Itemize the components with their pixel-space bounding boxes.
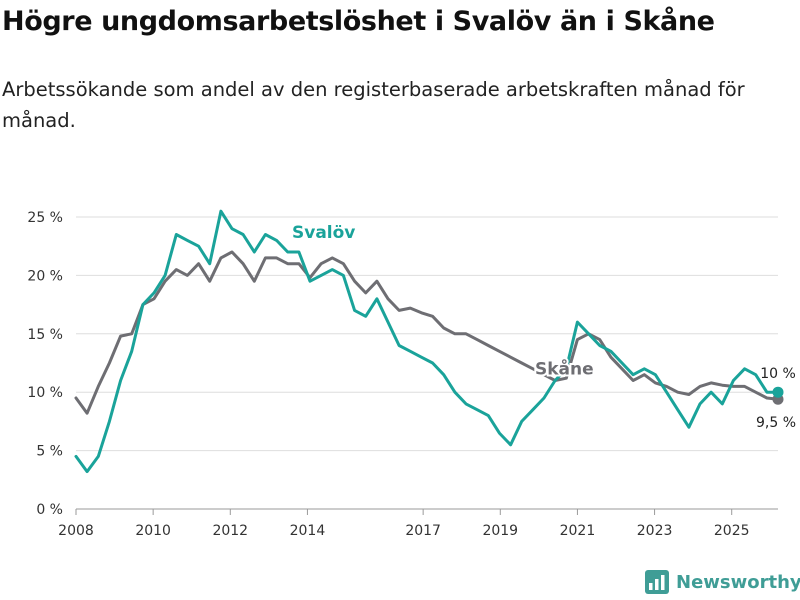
x-tick-label: 2025 (714, 523, 750, 539)
series-label-svalöv: Svalöv (292, 223, 355, 243)
series-label-skåne: Skåne (535, 358, 594, 380)
x-tick-label: 2021 (560, 523, 596, 539)
bar-chart-icon (645, 570, 669, 594)
series-line-skåne (74, 250, 780, 415)
x-tick-label: 2012 (212, 523, 248, 539)
end-label-skane: 9,5 % (756, 415, 796, 431)
y-tick-label: 0 % (36, 502, 63, 518)
brand-name: Newsworthy (676, 571, 800, 593)
chart-title: Högre ungdomsarbetslöshet i Svalöv än i … (2, 6, 715, 37)
y-tick-label: 20 % (27, 268, 63, 284)
x-tick-label: 2017 (405, 523, 441, 539)
end-label-svalov: 10 % (760, 366, 796, 382)
x-tick-label: 2010 (135, 523, 171, 539)
chart-subtitle: Arbetssökande som andel av den registerb… (2, 78, 745, 132)
x-tick-label: 2008 (58, 523, 94, 539)
brand-logo: Newsworthy (645, 570, 800, 594)
series-line-svalöv (74, 209, 780, 474)
y-tick-label: 25 % (27, 210, 63, 226)
y-tick-label: 10 % (27, 385, 63, 401)
y-tick-label: 15 % (27, 327, 63, 343)
y-tick-label: 5 % (36, 444, 63, 460)
x-tick-label: 2019 (482, 523, 518, 539)
x-tick-label: 2023 (637, 523, 673, 539)
x-tick-label: 2014 (290, 523, 326, 539)
end-point-svalöv (772, 386, 784, 398)
